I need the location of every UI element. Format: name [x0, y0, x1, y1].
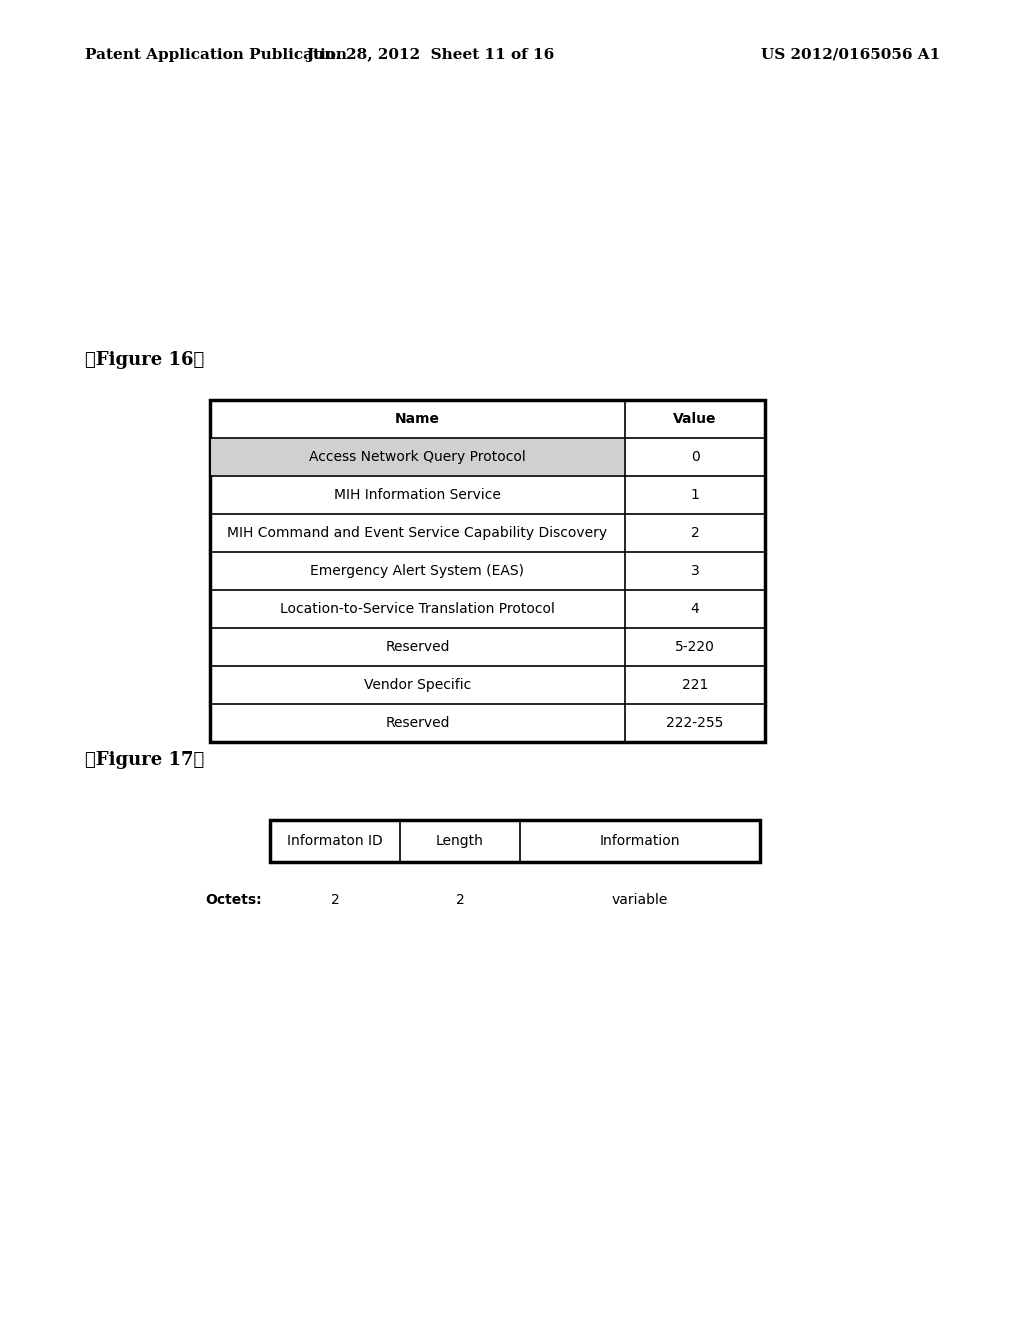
Text: 222-255: 222-255 — [667, 715, 724, 730]
Text: Reserved: Reserved — [385, 640, 450, 653]
Text: Informaton ID: Informaton ID — [287, 834, 383, 847]
Text: US 2012/0165056 A1: US 2012/0165056 A1 — [761, 48, 940, 62]
Text: 0: 0 — [690, 450, 699, 465]
Text: 1: 1 — [690, 488, 699, 502]
Bar — [270, 820, 760, 862]
Text: variable: variable — [611, 894, 669, 907]
Text: 2: 2 — [690, 525, 699, 540]
Text: Value: Value — [673, 412, 717, 426]
Text: Patent Application Publication: Patent Application Publication — [85, 48, 347, 62]
Text: Information: Information — [600, 834, 680, 847]
Text: 3: 3 — [690, 564, 699, 578]
Text: Length: Length — [436, 834, 484, 847]
Text: Location-to-Service Translation Protocol: Location-to-Service Translation Protocol — [280, 602, 555, 616]
Text: Octets:: Octets: — [206, 894, 262, 907]
Text: Name: Name — [395, 412, 440, 426]
Text: 4: 4 — [690, 602, 699, 616]
Text: 【Figure 17】: 【Figure 17】 — [85, 751, 204, 770]
Bar — [210, 400, 765, 742]
Text: 2: 2 — [331, 894, 339, 907]
Text: 221: 221 — [682, 678, 709, 692]
Text: MIH Command and Event Service Capability Discovery: MIH Command and Event Service Capability… — [227, 525, 607, 540]
Bar — [211, 440, 624, 475]
Text: Access Network Query Protocol: Access Network Query Protocol — [309, 450, 526, 465]
Text: 【Figure 16】: 【Figure 16】 — [85, 351, 204, 370]
Text: Reserved: Reserved — [385, 715, 450, 730]
Text: Vendor Specific: Vendor Specific — [364, 678, 471, 692]
Text: 2: 2 — [456, 894, 464, 907]
Text: Jun. 28, 2012  Sheet 11 of 16: Jun. 28, 2012 Sheet 11 of 16 — [306, 48, 554, 62]
Text: Emergency Alert System (EAS): Emergency Alert System (EAS) — [310, 564, 524, 578]
Text: MIH Information Service: MIH Information Service — [334, 488, 501, 502]
Text: 5-220: 5-220 — [675, 640, 715, 653]
